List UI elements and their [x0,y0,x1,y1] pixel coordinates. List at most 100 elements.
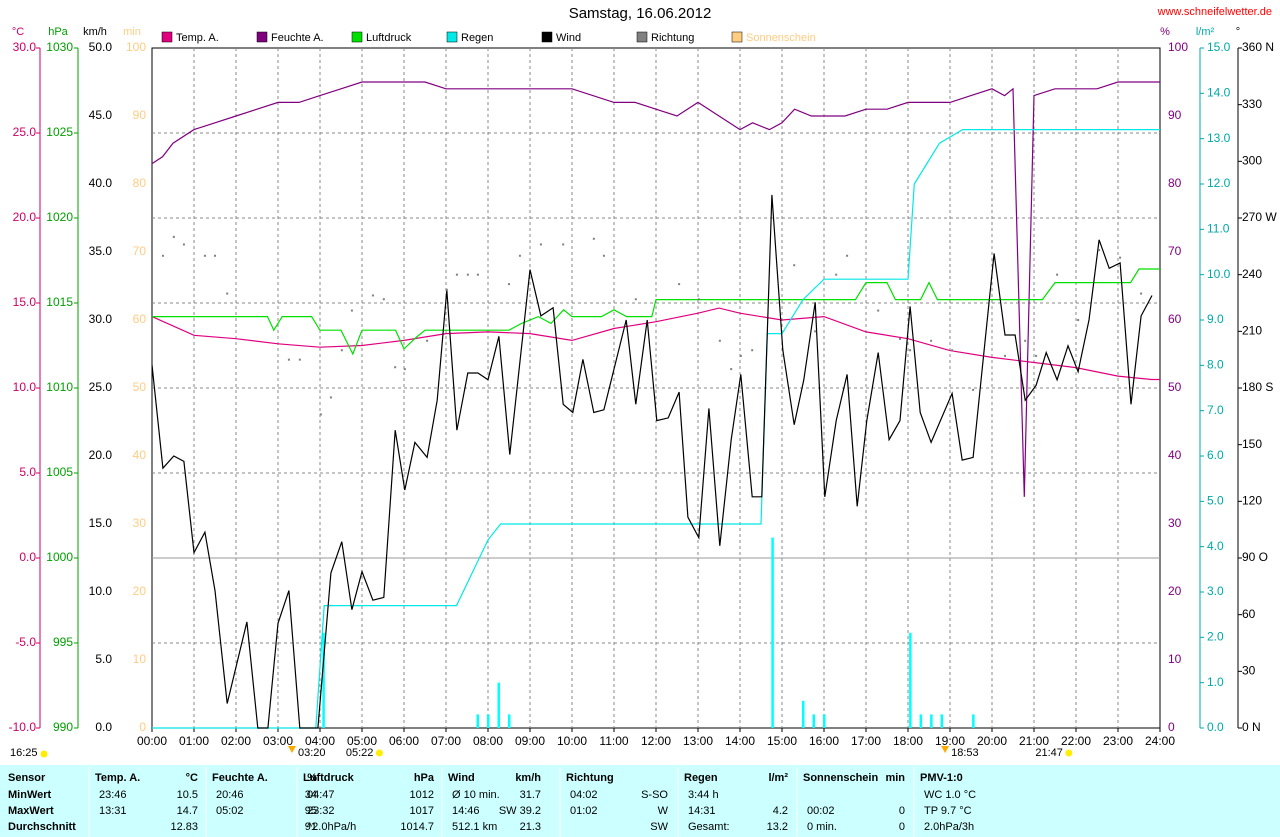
stats-band [0,765,1280,837]
x-tick-label: 22:00 [1061,734,1091,748]
y-tick-label: 25.0 [13,125,37,139]
direction-dot [899,337,902,340]
rain-bar [919,714,923,728]
x-tick-label: 13:00 [683,734,713,748]
x-tick-label: 04:00 [305,734,335,748]
axis-unit: % [1160,26,1170,38]
y-tick-label: 40.0 [89,176,113,190]
cell-time: 00:02 [807,805,835,817]
y-tick-label: 12.0 [1207,176,1231,190]
series-line [151,81,1160,497]
y-tick-label: 995 [53,635,73,649]
sun-marker [941,746,950,753]
cell-time: TP 9.7 °C [924,805,972,817]
rain-bar [823,714,826,728]
cell-value: SW 39.2 [499,805,541,817]
y-tick-label: 30 [1168,516,1182,530]
col-unit: °C [186,772,198,784]
y-tick-label: 80 [133,176,147,190]
direction-dot [751,349,754,352]
y-tick-label: 20.0 [13,210,37,224]
direction-dot [403,368,406,371]
y-tick-label: 70 [133,244,147,258]
col-header: Regen [684,772,718,784]
legend-label: Richtung [651,32,694,44]
source-link[interactable]: www.schneifelwetter.de [1157,6,1272,18]
y-tick-label: 15.0 [89,516,113,530]
direction-dot [340,349,343,352]
sun-marker [375,749,383,757]
direction-dot [172,235,175,238]
y-tick-label: 5.0 [1207,494,1224,508]
y-tick-label: 80 [1168,176,1182,190]
direction-dot [1024,339,1027,342]
legend-swatch [351,31,363,43]
y-tick-label: 40 [133,448,147,462]
x-tick-label: 16:00 [809,734,839,748]
direction-dot [226,292,229,295]
direction-dot [1035,354,1038,357]
y-tick-label: 10 [133,652,147,666]
sun-time: 05:22 [346,747,374,759]
rain-bar [508,714,511,728]
direction-dot [592,237,595,240]
rain-bar [476,714,479,728]
y-tick-label: 1030 [46,40,73,54]
axis-unit: min [123,26,141,38]
rain-bar [930,714,933,728]
direction-dot [319,413,322,416]
rain-bar [487,714,490,728]
x-tick-label: 08:00 [473,734,503,748]
y-tick-label: 0.0 [19,550,36,564]
legend-label: Sonnenschein [746,32,816,44]
cell-time: 23:46 [99,789,127,801]
y-tick-label: -10.0 [9,720,37,734]
y-tick-label: 6.0 [1207,448,1224,462]
direction-dot [1056,273,1059,276]
sun-time: 21:47 [1035,747,1063,759]
rain-bar [802,700,805,728]
y-tick-label: 50 [133,380,147,394]
y-tick-label: 25.0 [89,380,113,394]
direction-dot [1119,256,1122,259]
y-tick-label: 100 [126,40,146,54]
y-tick-label: 15.0 [1207,40,1231,54]
direction-dot [835,273,838,276]
sun-marker [1065,749,1073,757]
direction-dot [730,368,733,371]
legend-label: Feuchte A. [271,32,324,44]
y-tick-label: 20 [1168,584,1182,598]
y-tick-label: 60 [1168,312,1182,326]
direction-dot [203,254,206,257]
rain-bar [771,537,774,728]
cell-time: 13:31 [99,805,127,817]
rain-bar [940,714,944,728]
cell-value: 34 [305,789,317,801]
x-tick-label: 23:00 [1103,734,1133,748]
y-tick-label: 90 O [1242,550,1268,564]
direction-dot [877,309,880,312]
y-tick-label: 1015 [46,295,73,309]
cell-time: 01:02 [570,805,598,817]
y-tick-label: 30.0 [89,312,113,326]
direction-dot [298,358,301,361]
x-tick-label: 24:00 [1145,734,1175,748]
x-tick-label: 19:00 [935,734,965,748]
x-tick-label: 12:00 [641,734,671,748]
y-tick-label: 35.0 [89,244,113,258]
direction-dot [697,298,700,301]
y-tick-label: 10.0 [89,584,113,598]
rain-bar [497,682,500,728]
y-tick-label: 30 [133,516,147,530]
legend-swatch [256,31,268,43]
y-tick-label: 10.0 [13,380,37,394]
y-tick-label: 210 [1242,324,1262,338]
y-tick-label: 100 [1168,40,1188,54]
y-tick-label: 330 [1242,97,1262,111]
x-tick-label: 07:00 [431,734,461,748]
legend-label: Luftdruck [366,32,412,44]
y-tick-label: 0 N [1242,720,1261,734]
x-tick-label: 09:00 [515,734,545,748]
x-tick-label: 14:00 [725,734,755,748]
